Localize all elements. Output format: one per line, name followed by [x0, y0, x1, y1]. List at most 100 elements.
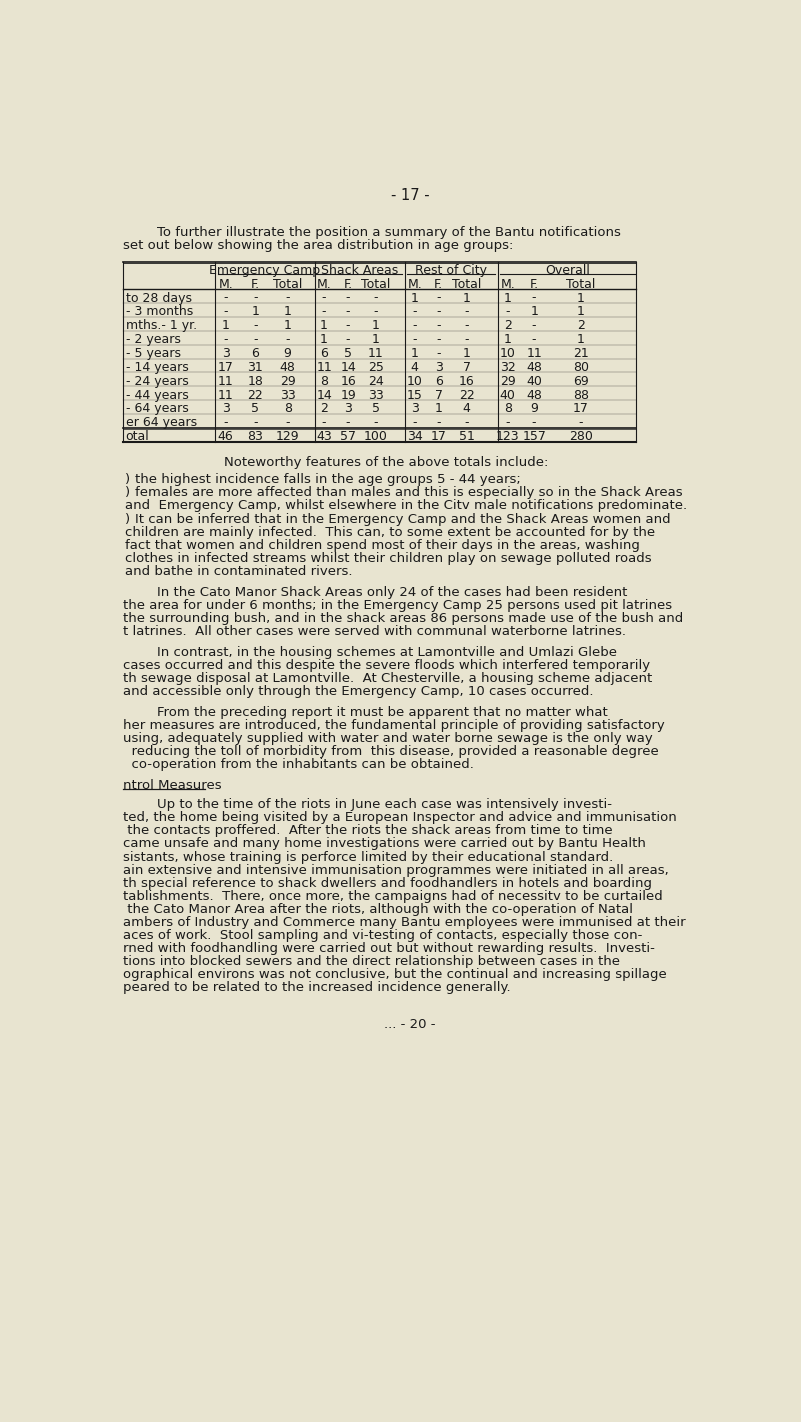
- Text: -: -: [532, 292, 537, 304]
- Text: Total: Total: [273, 277, 302, 290]
- Text: ain extensive and intensive immunisation programmes were initiated in all areas,: ain extensive and intensive immunisation…: [123, 863, 669, 876]
- Text: Noteworthy features of the above totals include:: Noteworthy features of the above totals …: [224, 455, 549, 468]
- Text: 8: 8: [284, 402, 292, 415]
- Text: 11: 11: [218, 374, 234, 388]
- Text: peared to be related to the increased incidence generally.: peared to be related to the increased in…: [123, 981, 511, 994]
- Text: 80: 80: [573, 361, 589, 374]
- Text: 3: 3: [344, 402, 352, 415]
- Text: children are mainly infected.  This can, to some extent be accounted for by the: children are mainly infected. This can, …: [125, 526, 655, 539]
- Text: 48: 48: [526, 361, 542, 374]
- Text: 1: 1: [320, 333, 328, 346]
- Text: females are more affected than males and this is especially so in the Shack Area: females are more affected than males and…: [135, 486, 682, 499]
- Text: 157: 157: [522, 429, 546, 444]
- Text: - 44 years: - 44 years: [126, 388, 188, 401]
- Text: 16: 16: [340, 374, 356, 388]
- Text: her measures are introduced, the fundamental principle of providing satisfactory: her measures are introduced, the fundame…: [123, 720, 665, 732]
- Text: 5: 5: [372, 402, 380, 415]
- Text: -: -: [437, 333, 441, 346]
- Text: aces of work.  Stool sampling and vi-testing of contacts, especially those con-: aces of work. Stool sampling and vi-test…: [123, 929, 642, 943]
- Text: using, adequately supplied with water and water borne sewage is the only way: using, adequately supplied with water an…: [123, 732, 653, 745]
- Text: -: -: [578, 417, 583, 429]
- Text: 40: 40: [500, 388, 516, 401]
- Text: 1: 1: [435, 402, 443, 415]
- Text: -: -: [437, 292, 441, 304]
- Text: -: -: [413, 417, 417, 429]
- Text: -: -: [285, 292, 290, 304]
- Text: 3: 3: [435, 361, 443, 374]
- Text: 1: 1: [320, 320, 328, 333]
- Text: 40: 40: [526, 374, 542, 388]
- Text: 43: 43: [316, 429, 332, 444]
- Text: -: -: [413, 333, 417, 346]
- Text: 5: 5: [252, 402, 260, 415]
- Text: 17: 17: [573, 402, 589, 415]
- Text: 48: 48: [280, 361, 296, 374]
- Text: mths.- 1 yr.: mths.- 1 yr.: [126, 320, 197, 333]
- Text: ambers of Industry and Commerce many Bantu employees were immunised at their: ambers of Industry and Commerce many Ban…: [123, 916, 686, 929]
- Text: -: -: [505, 417, 510, 429]
- Text: 1: 1: [284, 320, 292, 333]
- Text: and accessible only through the Emergency Camp, 10 cases occurred.: and accessible only through the Emergenc…: [123, 685, 594, 698]
- Text: -: -: [253, 333, 257, 346]
- Text: 83: 83: [248, 429, 263, 444]
- Text: -: -: [322, 417, 326, 429]
- Text: ): ): [125, 486, 130, 499]
- Text: Overall: Overall: [545, 264, 590, 277]
- Text: 1: 1: [222, 320, 230, 333]
- Text: Rest of City: Rest of City: [415, 264, 487, 277]
- Text: and  Emergency Camp, whilst elsewhere in the Citv male notifications predominate: and Emergency Camp, whilst elsewhere in …: [125, 499, 687, 512]
- Text: 10: 10: [407, 374, 423, 388]
- Text: In contrast, in the housing schemes at Lamontville and Umlazi Glebe: In contrast, in the housing schemes at L…: [123, 646, 618, 658]
- Text: 15: 15: [407, 388, 423, 401]
- Text: 18: 18: [248, 374, 263, 388]
- Text: -: -: [532, 417, 537, 429]
- Text: 1: 1: [372, 320, 380, 333]
- Text: 9: 9: [530, 402, 538, 415]
- Text: co-operation from the inhabitants can be obtained.: co-operation from the inhabitants can be…: [123, 758, 474, 771]
- Text: er 64 years: er 64 years: [126, 417, 197, 429]
- Text: ntrol Measures: ntrol Measures: [123, 779, 222, 792]
- Text: -: -: [346, 417, 350, 429]
- Text: and bathe in contaminated rivers.: and bathe in contaminated rivers.: [125, 565, 352, 577]
- Text: tablishments.  There, once more, the campaigns had of necessitv to be curtailed: tablishments. There, once more, the camp…: [123, 890, 663, 903]
- Text: 48: 48: [526, 388, 542, 401]
- Text: 123: 123: [496, 429, 520, 444]
- Text: 1: 1: [372, 333, 380, 346]
- Text: -: -: [223, 292, 228, 304]
- Text: clothes in infected streams whilst their children play on sewage polluted roads: clothes in infected streams whilst their…: [125, 552, 651, 565]
- Text: -: -: [253, 417, 257, 429]
- Text: 10: 10: [500, 347, 516, 360]
- Text: 1: 1: [504, 292, 512, 304]
- Text: otal: otal: [126, 429, 150, 444]
- Text: M.: M.: [408, 277, 422, 290]
- Text: -: -: [223, 417, 228, 429]
- Text: 1: 1: [284, 306, 292, 319]
- Text: 11: 11: [218, 388, 234, 401]
- Text: - 24 years: - 24 years: [126, 374, 188, 388]
- Text: -: -: [374, 306, 378, 319]
- Text: M.: M.: [316, 277, 332, 290]
- Text: 32: 32: [500, 361, 516, 374]
- Text: 19: 19: [340, 388, 356, 401]
- Text: the Cato Manor Area after the riots, although with the co-operation of Natal: the Cato Manor Area after the riots, alt…: [123, 903, 634, 916]
- Text: ): ): [125, 512, 130, 526]
- Text: -: -: [465, 417, 469, 429]
- Text: -: -: [374, 417, 378, 429]
- Text: 11: 11: [316, 361, 332, 374]
- Text: -: -: [346, 320, 350, 333]
- Text: 2: 2: [320, 402, 328, 415]
- Text: 1: 1: [530, 306, 538, 319]
- Text: 8: 8: [320, 374, 328, 388]
- Text: 88: 88: [573, 388, 589, 401]
- Text: -: -: [322, 306, 326, 319]
- Text: -: -: [532, 320, 537, 333]
- Text: ): ): [125, 474, 130, 486]
- Text: -: -: [285, 417, 290, 429]
- Text: - 5 years: - 5 years: [126, 347, 181, 360]
- Text: F.: F.: [529, 277, 539, 290]
- Text: 17: 17: [431, 429, 447, 444]
- Text: -: -: [465, 320, 469, 333]
- Text: -: -: [346, 333, 350, 346]
- Text: -: -: [253, 320, 257, 333]
- Text: 9: 9: [284, 347, 292, 360]
